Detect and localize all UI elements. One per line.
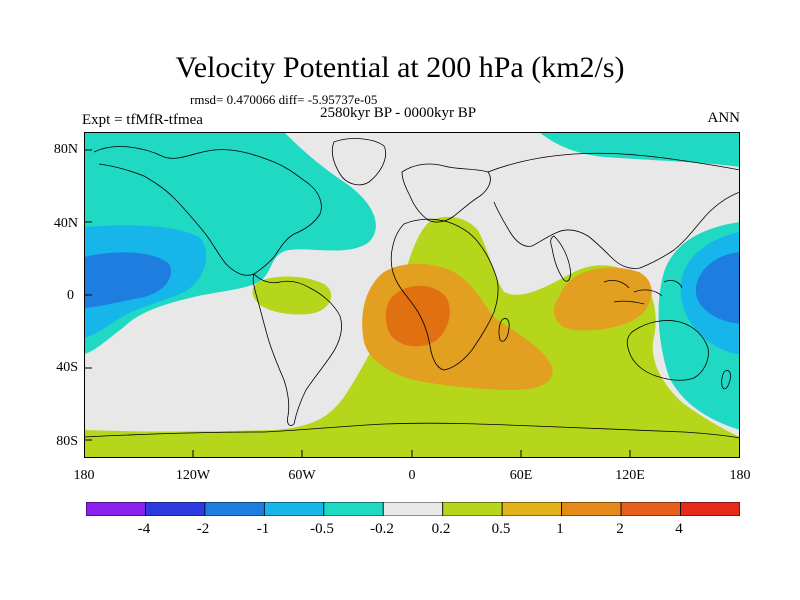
colorbar-swatch-9 bbox=[620, 501, 681, 517]
coast-greenland bbox=[332, 138, 386, 186]
colorbar-swatch-10 bbox=[680, 501, 741, 517]
colorbar-label-8: 2 bbox=[616, 521, 624, 537]
axis-ticks bbox=[84, 149, 631, 458]
colorbar-swatch-0 bbox=[85, 501, 146, 517]
map-panel bbox=[84, 132, 740, 458]
colorbar-label-4: -0.2 bbox=[370, 521, 394, 537]
colorbar-label-3: -0.5 bbox=[310, 521, 334, 537]
colorbar-swatch-8 bbox=[561, 501, 622, 517]
period-text: 2580kyr BP - 0000kyr BP bbox=[320, 105, 477, 121]
colorbar-swatch-2 bbox=[204, 501, 265, 517]
stats-text: rmsd= 0.470066 diff= -5.95737e-05 bbox=[190, 92, 378, 107]
field-pos3-africa bbox=[385, 285, 450, 347]
velocity-potential-map bbox=[84, 132, 740, 458]
map-title: Velocity Potential at 200 hPa (km2/s) bbox=[175, 51, 625, 84]
colorbar-swatch-5 bbox=[382, 501, 444, 517]
experiment-label: Expt = tfMfR-tfmea bbox=[82, 112, 203, 128]
field-pos1-samerica bbox=[252, 276, 332, 315]
coastlines bbox=[84, 138, 740, 439]
colorbar-swatch-3 bbox=[263, 501, 325, 517]
colorbar-svg bbox=[85, 501, 741, 517]
coast-madagascar bbox=[498, 318, 510, 342]
field-neg1-north bbox=[539, 132, 740, 167]
colorbar-label-2: -1 bbox=[256, 521, 270, 537]
lat-label-80s: 80S bbox=[56, 434, 78, 449]
lat-label-40n: 40N bbox=[53, 216, 78, 231]
coast-australia bbox=[626, 320, 709, 381]
colorbar-label-7: 1 bbox=[556, 521, 564, 537]
colorbar-swatch-1 bbox=[145, 501, 206, 517]
coast-africa bbox=[390, 218, 499, 371]
lat-label-80n: 80N bbox=[53, 142, 78, 157]
colorbar bbox=[85, 501, 741, 517]
lon-label-0: 0 bbox=[408, 468, 416, 483]
lon-label-120e: 120E bbox=[615, 468, 645, 483]
colorbar-label-1: -2 bbox=[196, 521, 210, 537]
colorbar-label-9: 4 bbox=[675, 521, 683, 537]
colorbar-label-6: 0.5 bbox=[491, 521, 511, 537]
colorbar-swatch-7 bbox=[501, 501, 563, 517]
coast-europe bbox=[401, 163, 491, 223]
field-pos2-maritime bbox=[554, 267, 652, 331]
coast-india bbox=[550, 235, 571, 282]
colorbar-swatch-6 bbox=[442, 501, 503, 517]
coast-south-america bbox=[252, 273, 342, 426]
lon-label-180w: 180 bbox=[73, 468, 95, 483]
coast-antarctica bbox=[84, 422, 740, 439]
coast-asia bbox=[487, 152, 740, 269]
colorbar-label-5: 0.2 bbox=[431, 521, 451, 537]
lon-label-180e: 180 bbox=[729, 468, 751, 483]
lat-label-0: 0 bbox=[67, 288, 74, 303]
season-label: ANN bbox=[707, 110, 741, 126]
colorbar-swatch-4 bbox=[323, 501, 384, 517]
coast-maritime bbox=[603, 280, 683, 305]
lon-label-60w: 60W bbox=[288, 468, 316, 483]
colorbar-label-0: -4 bbox=[137, 521, 151, 537]
coast-new-zealand bbox=[721, 370, 731, 390]
lat-label-40s: 40S bbox=[56, 360, 78, 375]
lon-label-120w: 120W bbox=[175, 468, 211, 483]
coast-north-america bbox=[93, 146, 322, 276]
lon-label-60e: 60E bbox=[509, 468, 533, 483]
field-neg3-east bbox=[695, 252, 740, 324]
field-neg3-west bbox=[84, 252, 172, 308]
